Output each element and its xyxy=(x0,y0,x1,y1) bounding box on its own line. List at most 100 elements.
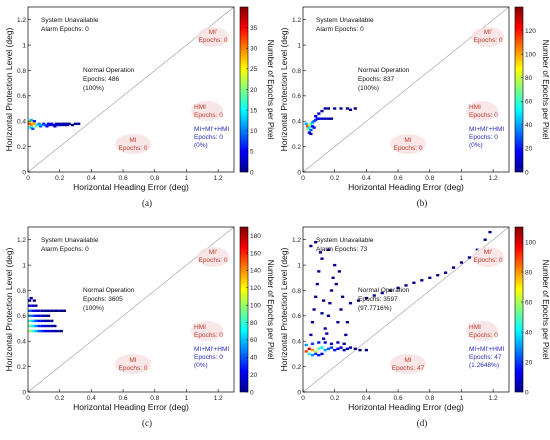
x-tick-label: 1 xyxy=(185,175,189,182)
data-pixel xyxy=(53,125,57,128)
hmi-halo xyxy=(466,101,498,121)
mi-prime-epochs: Epochs: 0 xyxy=(199,37,228,44)
data-pixel xyxy=(307,347,311,350)
data-pixel xyxy=(47,319,51,323)
data-pixel xyxy=(451,266,456,269)
colorbar xyxy=(514,226,524,393)
normal-epochs: Epochs: 3597 xyxy=(358,296,398,303)
hmi-halo xyxy=(191,101,223,121)
data-pixel xyxy=(43,329,47,333)
unavailable-title: System Unavailable xyxy=(316,237,374,244)
data-pixel xyxy=(329,346,334,349)
mi-epochs: Epochs: 47 xyxy=(392,365,425,372)
data-pixel xyxy=(28,309,32,312)
data-pixel xyxy=(34,319,38,323)
normal-percent: (97.7716%) xyxy=(358,305,392,312)
data-pixel xyxy=(309,132,313,136)
data-pixel xyxy=(310,121,315,124)
data-pixel xyxy=(31,314,35,317)
data-pixel xyxy=(314,115,318,118)
colorbar-tick-label: 0 xyxy=(250,389,254,396)
x-tick-label: 0 xyxy=(26,175,30,182)
hmi-epochs: Epochs: 0 xyxy=(194,112,223,119)
mi-sum-epochs: Epochs: 0 xyxy=(469,134,498,141)
data-pixel xyxy=(312,308,316,311)
data-pixel xyxy=(336,321,340,324)
x-tick-label: 0.8 xyxy=(150,175,159,182)
colorbar-tick-label: 15 xyxy=(250,107,258,114)
data-pixel xyxy=(334,282,338,286)
data-pixel xyxy=(314,352,318,356)
unavailable-epochs: Alarm Epochs: 0 xyxy=(316,26,364,33)
mi-prime-epochs: Epochs: 0 xyxy=(474,37,503,44)
mi-prime-title: MI' xyxy=(484,29,492,36)
mi-epochs: Epochs: 0 xyxy=(394,145,423,152)
unavailable-epochs: Alarm Epochs: 73 xyxy=(316,246,368,253)
data-pixel xyxy=(326,248,330,251)
colorbar-tick-label: 20 xyxy=(250,87,258,94)
data-pixel xyxy=(320,346,324,349)
colorbar-tick-label: 120 xyxy=(525,28,536,35)
mi-sum-epochs: Epochs: 0 xyxy=(194,354,223,361)
data-pixel xyxy=(364,348,368,352)
data-pixel xyxy=(467,256,471,259)
normal-title: Normal Operation xyxy=(358,287,410,294)
data-pixel xyxy=(320,352,324,356)
y-tick-label: 1.2 xyxy=(292,17,301,24)
normal-percent: (100%) xyxy=(358,85,379,92)
data-pixel xyxy=(34,329,38,333)
y-tick-label: 0.4 xyxy=(292,119,301,126)
x-axis-label: Horizontal Heading Error (deg) xyxy=(73,182,189,192)
y-tick-label: 0.2 xyxy=(292,144,301,151)
data-pixel xyxy=(339,107,343,110)
panel-caption: (d) xyxy=(417,418,428,428)
data-pixel xyxy=(43,319,47,323)
chart-panel: 0 0.2 0.4 0.6 0.8 1 1.200.20.40.60.811.2Horizo… xyxy=(279,6,550,208)
x-tick-label: 0.8 xyxy=(425,175,434,182)
x-tick-label: 0.6 xyxy=(394,395,403,402)
data-pixel xyxy=(356,299,361,302)
data-pixel xyxy=(306,125,310,128)
mi-prime-title: MI' xyxy=(484,249,492,256)
data-pixel xyxy=(323,327,327,330)
data-pixel xyxy=(325,332,329,335)
data-pixel xyxy=(37,324,41,328)
data-pixel xyxy=(32,299,36,302)
y-tick-label: 0.8 xyxy=(17,68,26,75)
colorbar-tick-label: 40 xyxy=(525,122,533,129)
mi-halo xyxy=(390,354,426,374)
normal-percent: (100%) xyxy=(83,305,104,312)
data-pixel xyxy=(34,324,38,328)
y-tick-label: 0.4 xyxy=(17,339,26,346)
data-pixel xyxy=(45,125,49,128)
colorbar-tick-label: 60 xyxy=(525,299,533,306)
data-pixel xyxy=(31,329,35,333)
colorbar-tick-label: 80 xyxy=(525,75,533,82)
colorbar xyxy=(514,6,524,173)
data-pixel xyxy=(322,337,326,340)
data-pixel xyxy=(47,314,51,317)
x-tick-label: 0.4 xyxy=(362,175,371,182)
mi-epochs: Epochs: 0 xyxy=(119,365,148,372)
x-tick-label: 1.2 xyxy=(489,175,498,182)
y-tick-label: 0 xyxy=(297,389,301,396)
data-pixel xyxy=(372,294,376,297)
data-pixel xyxy=(307,123,311,127)
x-tick-label: 0.2 xyxy=(55,175,64,182)
data-pixel xyxy=(326,347,330,350)
colorbar-label: Number of Epochs per Pixel xyxy=(266,40,275,140)
y-tick-label: 1 xyxy=(297,262,301,269)
data-pixel xyxy=(348,302,353,305)
normal-epochs: Epochs: 486 xyxy=(83,76,120,83)
data-pixel xyxy=(59,329,63,333)
data-pixel xyxy=(48,123,52,127)
mi-halo xyxy=(115,134,151,154)
data-pixel xyxy=(31,121,35,124)
data-pixel xyxy=(310,354,315,357)
x-tick-label: 0.4 xyxy=(362,395,371,402)
colorbar-tick-label: 160 xyxy=(250,250,261,257)
data-pixel xyxy=(50,329,54,333)
data-pixel xyxy=(488,230,492,234)
data-pixel xyxy=(37,122,41,125)
data-pixel xyxy=(29,118,33,122)
